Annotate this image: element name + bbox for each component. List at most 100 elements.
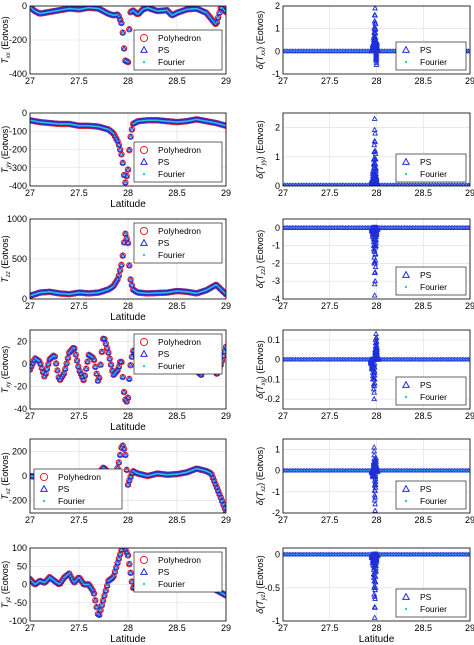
fourier-marker <box>134 121 137 124</box>
ps-marker <box>126 25 133 32</box>
fourier-marker <box>63 292 65 295</box>
fourier-marker <box>124 232 127 235</box>
y-tick-label: 0.1 <box>267 335 280 345</box>
fourier-marker <box>83 292 86 294</box>
fourier-marker <box>117 366 120 368</box>
x-tick-label: 27.5 <box>70 301 88 311</box>
series-layer <box>283 224 470 298</box>
x-tick-label: 27.5 <box>321 411 339 421</box>
legend-label: Fourier <box>420 169 447 179</box>
legend-polyhedron-marker <box>39 472 49 482</box>
ps-marker <box>127 361 134 368</box>
fourier-marker <box>115 370 118 373</box>
legend-box <box>133 551 223 593</box>
fourier-marker <box>155 9 158 12</box>
fourier-marker <box>132 9 135 12</box>
axes-frame <box>282 547 471 622</box>
fourier-marker <box>219 7 222 9</box>
x-tick-label: 27.5 <box>70 411 88 421</box>
fourier-marker <box>90 292 93 295</box>
fourier-marker <box>179 290 182 293</box>
fourier-marker <box>219 288 222 290</box>
fourier-marker <box>195 467 197 470</box>
x-tick-label: 28.5 <box>168 188 186 198</box>
fourier-marker <box>158 472 161 475</box>
ps-marker <box>215 14 222 20</box>
ps-marker <box>372 487 379 493</box>
fourier-marker <box>150 292 153 295</box>
ps-marker <box>121 388 128 395</box>
fourier-marker <box>44 121 47 124</box>
fourier-marker <box>51 122 54 125</box>
fourier-marker <box>106 584 108 587</box>
fourier-marker <box>55 581 58 583</box>
ps-marker <box>371 593 378 599</box>
fourier-marker <box>108 129 111 132</box>
fourier-marker <box>108 357 111 360</box>
fourier-marker <box>102 337 105 340</box>
ps-marker <box>117 451 124 458</box>
ps-marker <box>91 590 97 596</box>
ps-marker <box>114 366 121 373</box>
ps-marker <box>372 494 379 500</box>
legend-label: Fourier <box>420 57 447 67</box>
legend-label: PS <box>58 484 70 494</box>
legend-box <box>33 468 123 510</box>
x-tick-label: 28 <box>123 623 133 633</box>
fourier-marker <box>65 362 68 365</box>
fourier-marker <box>40 367 43 369</box>
fourier-marker <box>82 379 85 381</box>
y-tick-label: -100 <box>9 126 27 136</box>
fourier-marker <box>125 400 128 403</box>
fourier-marker <box>91 589 94 592</box>
fourier-marker <box>90 125 93 127</box>
ps-marker <box>372 25 379 31</box>
fourier-marker <box>102 599 105 602</box>
fourier-marker <box>81 581 84 583</box>
fourier-marker <box>99 609 102 611</box>
fourier-marker <box>158 119 161 122</box>
legend-label: Fourier <box>158 169 185 179</box>
fourier-marker <box>82 292 85 294</box>
fourier-marker <box>93 125 95 128</box>
fourier-marker <box>159 473 162 475</box>
x-tick-label: 27.5 <box>70 76 88 86</box>
ps-marker <box>102 587 109 593</box>
legend-label: PS <box>158 349 170 359</box>
x-tick-label: 27.5 <box>70 515 88 525</box>
x-tick-label: 28.5 <box>168 411 186 421</box>
ps-marker <box>213 484 220 490</box>
x-axis-label: Latitude <box>110 199 146 210</box>
fourier-marker <box>50 122 52 125</box>
y-axis-label: Txy (Eotvos) <box>0 346 12 394</box>
ps-marker <box>89 587 96 593</box>
fourier-marker <box>144 292 146 295</box>
fourier-marker <box>145 119 148 122</box>
axes-frame <box>282 438 471 514</box>
fourier-marker <box>46 121 48 124</box>
fourier-marker <box>136 13 139 15</box>
ps-marker <box>372 277 379 284</box>
fourier-marker <box>60 292 63 295</box>
fourier-marker <box>111 131 114 134</box>
fourier-marker <box>187 8 190 11</box>
ps-marker <box>64 354 71 361</box>
fourier-marker <box>131 284 133 287</box>
fourier-marker <box>123 447 125 450</box>
fourier-marker <box>162 473 165 476</box>
fourier-marker <box>100 604 103 607</box>
y-tick-label: -40 <box>14 404 27 414</box>
fourier-marker <box>89 6 92 9</box>
fourier-marker <box>61 292 64 295</box>
ps-marker <box>371 451 378 458</box>
fourier-marker <box>180 290 183 293</box>
y-tick-label: 500 <box>12 254 27 264</box>
fourier-marker <box>95 372 98 375</box>
fourier-marker <box>59 292 61 295</box>
ps-marker <box>373 463 380 469</box>
fourier-marker <box>86 583 89 586</box>
fourier-marker <box>46 579 48 582</box>
fourier-marker <box>124 59 127 62</box>
